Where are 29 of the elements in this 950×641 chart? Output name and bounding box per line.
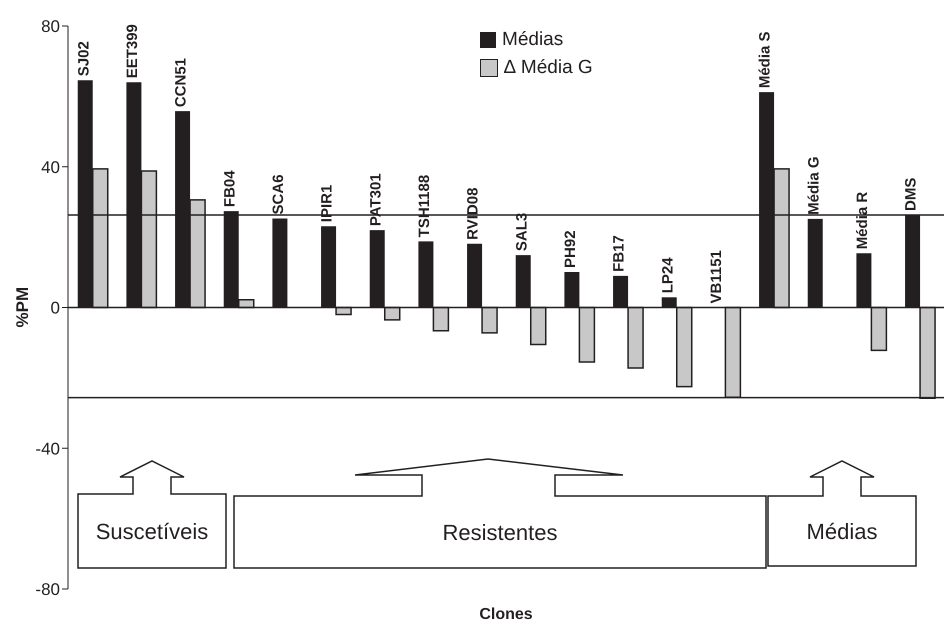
annotation: Suscetíveis	[96, 519, 208, 544]
y-tick-label: -40	[35, 439, 60, 458]
x-tick-label: EET399	[124, 24, 141, 78]
y-tick-label: 0	[50, 298, 60, 318]
x-tick-label: Média R	[854, 192, 871, 250]
y-axis-title: %PM	[13, 286, 32, 328]
legend-label: Médias	[502, 29, 564, 51]
y-tick-label: 40	[41, 158, 60, 177]
x-tick-label: FB04	[221, 170, 238, 208]
y-tick-label: -80	[35, 580, 60, 600]
x-tick-label: SCA6	[270, 174, 287, 214]
x-tick-label: TSH1188	[416, 174, 433, 238]
annotation: Resistentes	[442, 520, 558, 545]
x-tick-label: PH92	[562, 230, 579, 268]
legend-label: ∆ Média G	[504, 57, 593, 79]
x-tick-label: CCN51	[172, 58, 190, 108]
x-tick-label: VB1151	[708, 250, 725, 304]
x-tick-label: Média G	[805, 156, 822, 215]
x-tick-label: LP24	[659, 256, 676, 294]
x-axis-title: Clones	[479, 606, 533, 623]
y-tick-label: 80	[41, 17, 60, 36]
x-tick-label: SJ02	[75, 41, 92, 76]
x-tick-label: FB17	[610, 235, 628, 272]
x-tick-label: PAT301	[367, 173, 384, 226]
x-tick-label: Média S	[756, 31, 774, 88]
x-tick-label: RVID08	[464, 188, 482, 240]
x-tick-label: DMS	[902, 178, 920, 211]
annotation: Médias	[806, 519, 878, 544]
x-tick-label: IPIR1	[318, 184, 336, 222]
